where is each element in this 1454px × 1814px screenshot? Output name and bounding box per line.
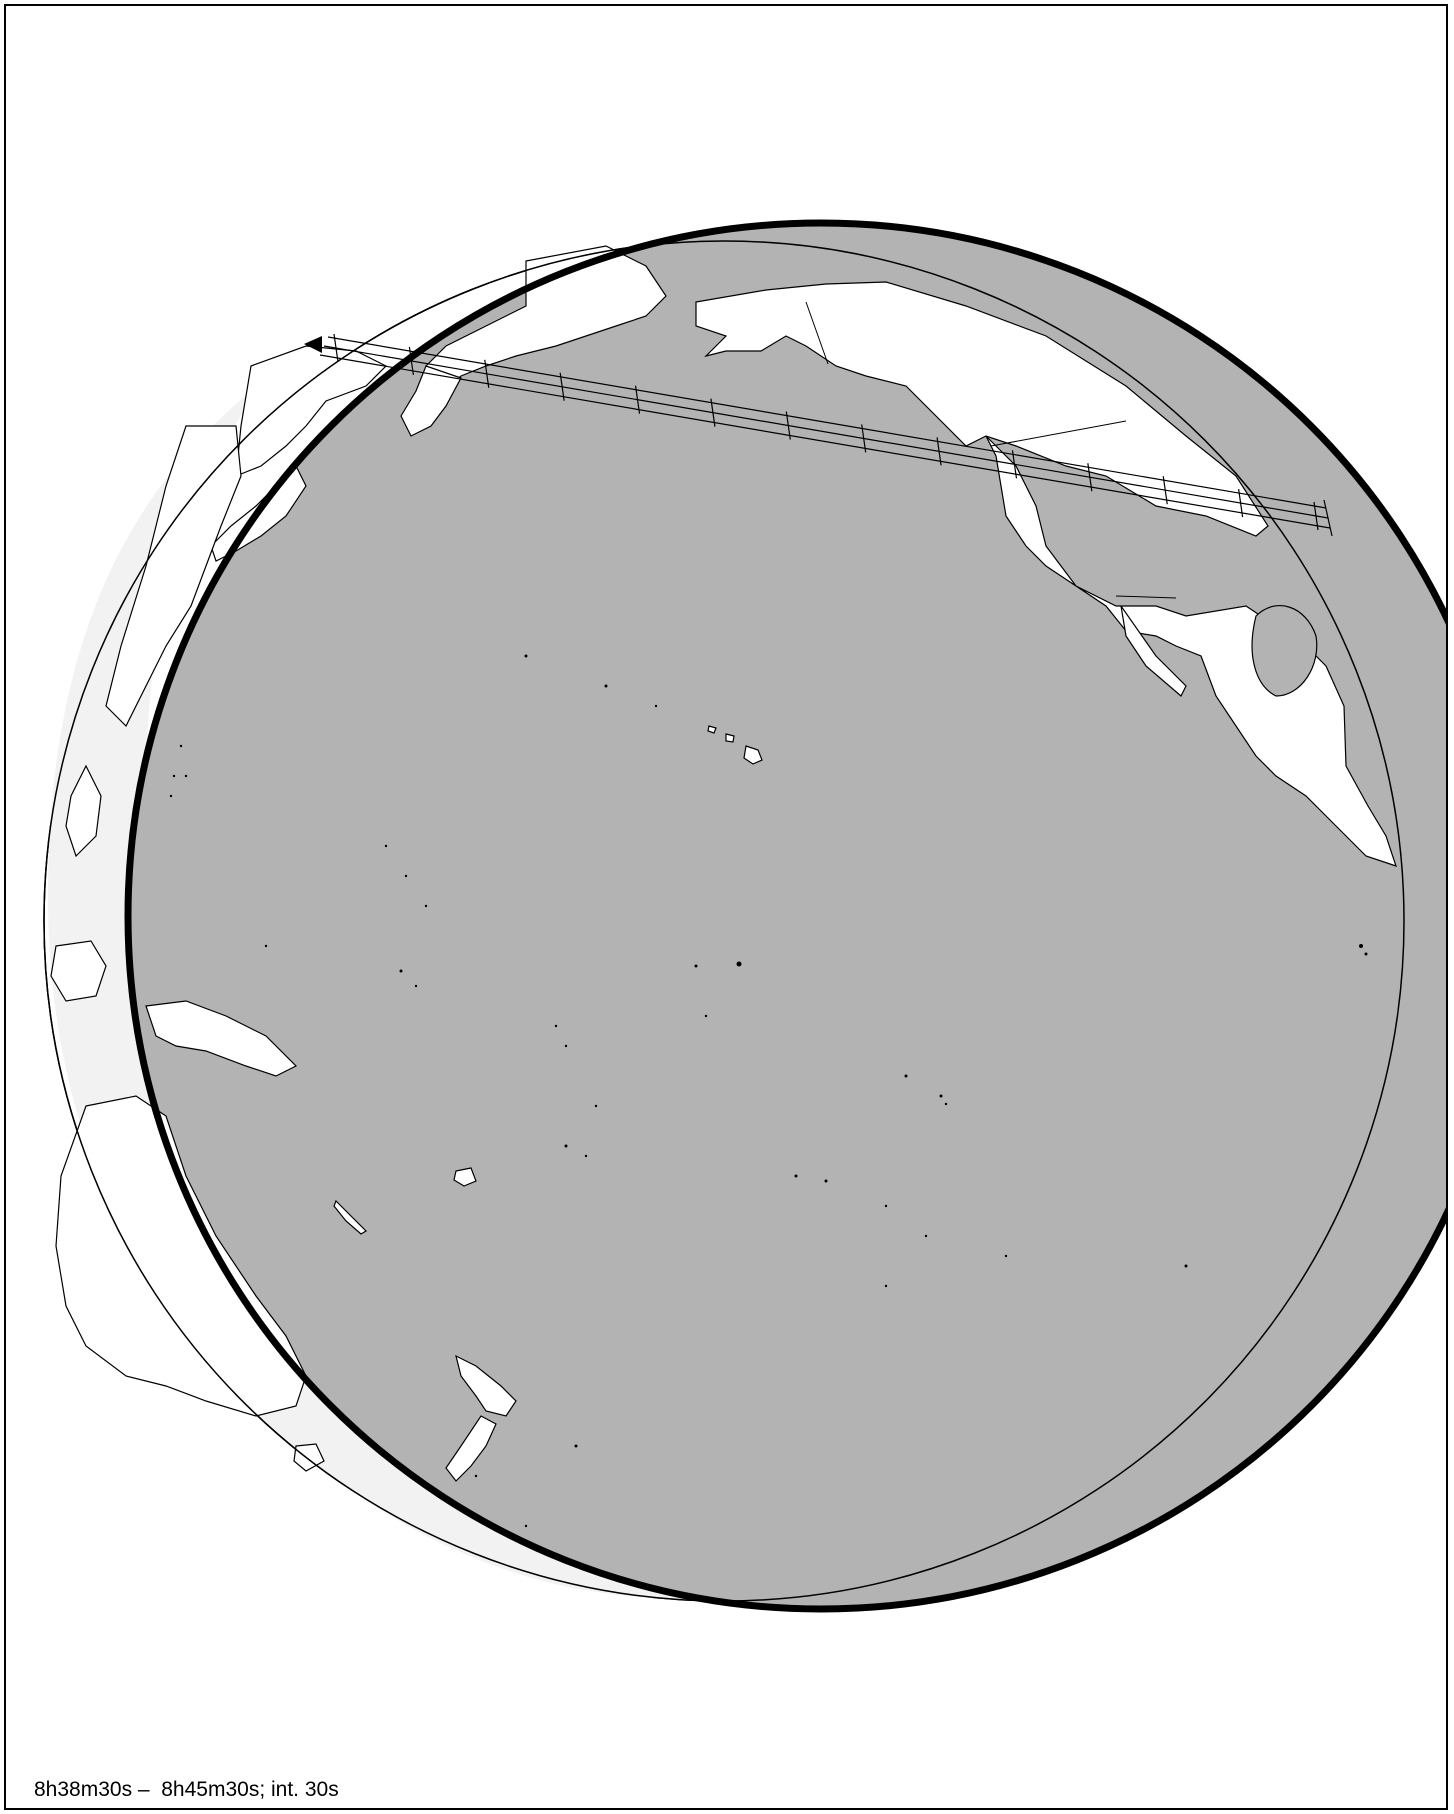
land-new-caledonia [333,1199,367,1235]
track-time-tick [1162,476,1168,505]
land-philippines [65,764,102,858]
land-new-zealand-south [445,1415,497,1482]
track-time-tick [559,372,565,401]
track-time-tick [710,398,716,427]
track-time-tick [484,359,490,388]
track-north-limit [327,336,1327,509]
map-frame [4,4,1448,1810]
land-borneo [50,940,107,1002]
track-center-line [323,345,1329,519]
track-time-tick [1238,488,1244,518]
map-svg [43,219,1446,1613]
earth-outline [43,240,1405,1602]
small-islands [169,654,1368,1528]
eclipse-track [304,333,1333,537]
landmasses [50,245,1397,1482]
track-time-tick [936,437,942,466]
land-north-america-north [695,281,1269,537]
land-new-zealand-north [455,1354,517,1417]
track-direction-arrow [304,336,322,353]
track-time-tick [1087,463,1093,492]
land-siberia [425,245,667,398]
land-fiji [453,1167,477,1187]
shadow-region [128,223,1446,1609]
time-range-caption: 8h38m30s – 8h45m30s; int. 30s [34,1778,339,1801]
land-new-guinea [145,1000,298,1077]
gulf-of-mexico [1251,605,1318,697]
land-hawaii [743,745,763,765]
shadow-edge [124,219,1446,1613]
land-asia [105,425,242,728]
land-kamchatka [400,365,462,437]
track-time-tick [333,333,339,363]
land-tasmania [293,1443,325,1472]
track-time-tick [634,385,641,414]
track-time-tick [1011,450,1018,479]
land-australia [55,1095,307,1417]
land-baja [1120,605,1187,697]
track-time-tick [861,424,867,453]
track-time-tick [785,411,791,440]
track-time-tick [408,346,414,376]
track-time-tick [1313,501,1319,531]
land-north-america-south [985,435,1397,867]
boundaries [805,301,1177,599]
track-end-bar [1323,499,1333,537]
